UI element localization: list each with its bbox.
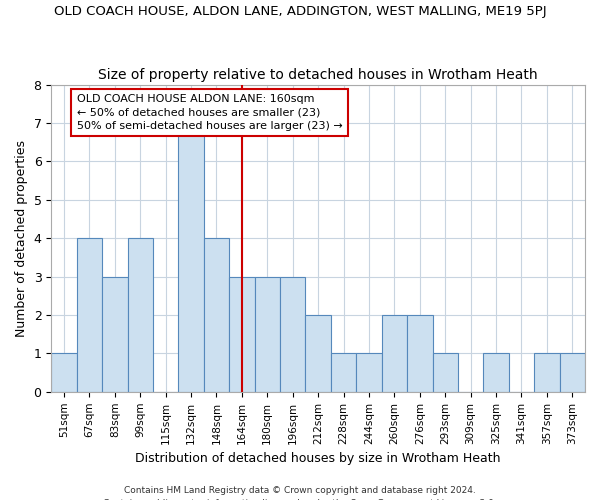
Bar: [382, 315, 407, 392]
Bar: [305, 315, 331, 392]
Bar: [102, 276, 128, 392]
X-axis label: Distribution of detached houses by size in Wrotham Heath: Distribution of detached houses by size …: [136, 452, 501, 465]
Bar: [254, 276, 280, 392]
Text: Contains public sector information licensed under the Open Government Licence v3: Contains public sector information licen…: [103, 498, 497, 500]
Bar: [433, 354, 458, 392]
Text: Contains HM Land Registry data © Crown copyright and database right 2024.: Contains HM Land Registry data © Crown c…: [124, 486, 476, 495]
Bar: [280, 276, 305, 392]
Bar: [407, 315, 433, 392]
Text: OLD COACH HOUSE ALDON LANE: 160sqm
← 50% of detached houses are smaller (23)
50%: OLD COACH HOUSE ALDON LANE: 160sqm ← 50%…: [77, 94, 343, 130]
Bar: [51, 354, 77, 392]
Bar: [178, 123, 204, 392]
Bar: [77, 238, 102, 392]
Bar: [204, 238, 229, 392]
Bar: [560, 354, 585, 392]
Bar: [484, 354, 509, 392]
Bar: [356, 354, 382, 392]
Bar: [331, 354, 356, 392]
Bar: [229, 276, 254, 392]
Bar: [534, 354, 560, 392]
Y-axis label: Number of detached properties: Number of detached properties: [15, 140, 28, 336]
Bar: [128, 238, 153, 392]
Title: Size of property relative to detached houses in Wrotham Heath: Size of property relative to detached ho…: [98, 68, 538, 82]
Text: OLD COACH HOUSE, ALDON LANE, ADDINGTON, WEST MALLING, ME19 5PJ: OLD COACH HOUSE, ALDON LANE, ADDINGTON, …: [53, 5, 547, 18]
